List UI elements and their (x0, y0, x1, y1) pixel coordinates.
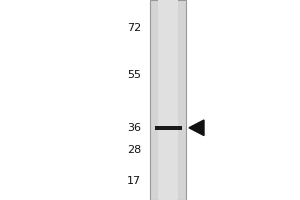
Bar (154, 126, 182, 130)
Text: 72: 72 (127, 23, 141, 33)
Text: 28: 28 (127, 145, 141, 155)
Polygon shape (189, 120, 204, 136)
Text: 36: 36 (127, 123, 141, 133)
Text: 17: 17 (127, 176, 141, 186)
Bar (158, 0, 178, 200)
Text: 55: 55 (127, 70, 141, 80)
Bar (150, 0, 186, 200)
